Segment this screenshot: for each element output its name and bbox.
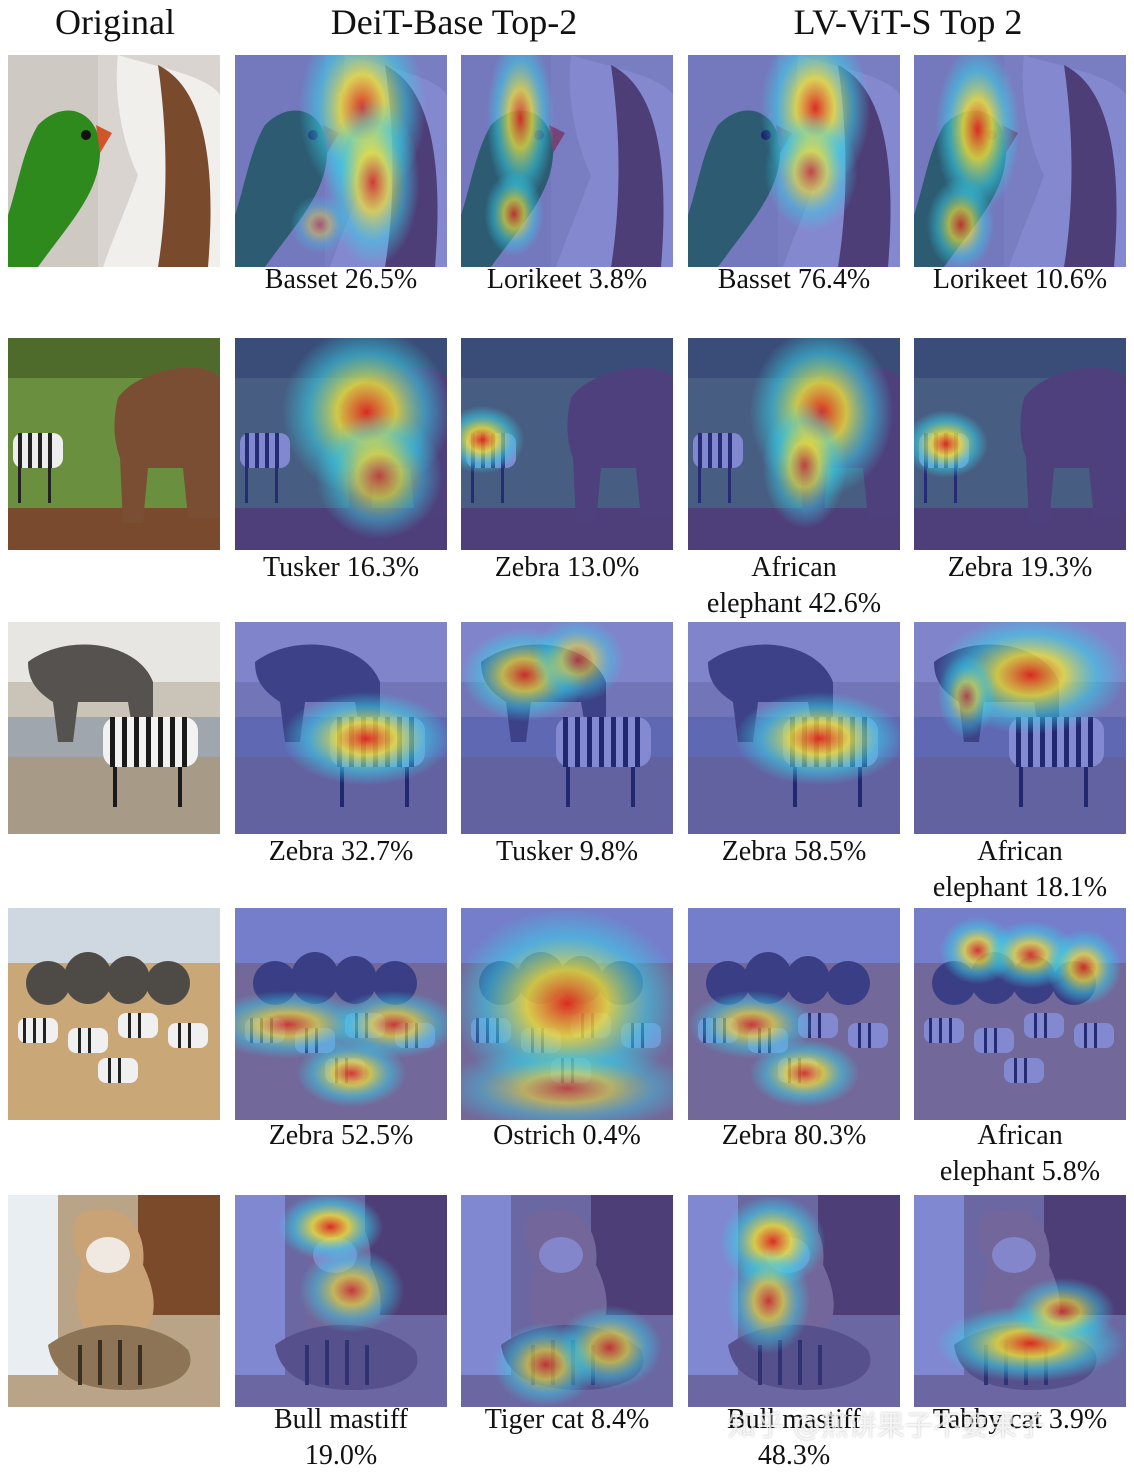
prediction-caption: Bull mastiff 19.0% — [273, 1404, 409, 1471]
prediction-caption: Zebra 80.3% — [721, 1120, 867, 1151]
header-original: Original — [55, 2, 175, 42]
deit-top1-heatmap — [235, 1195, 447, 1407]
original-image — [8, 908, 220, 1120]
deit-top1-heatmap — [235, 622, 447, 834]
prediction-caption: Tusker 9.8% — [495, 836, 639, 867]
prediction-caption: Ostrich 0.4% — [493, 1120, 641, 1151]
prediction-caption: Zebra 58.5% — [721, 836, 867, 867]
header-lv-vit: LV-ViT-S Top 2 — [793, 2, 1023, 42]
prediction-caption: Lorikeet 3.8% — [486, 264, 648, 295]
lvvit-top1-heatmap — [688, 622, 900, 834]
prediction-caption: Basset 76.4% — [717, 264, 871, 295]
original-image — [8, 1195, 220, 1407]
prediction-caption: African elephant 42.6% — [706, 552, 882, 619]
deit-top2-heatmap — [461, 622, 673, 834]
prediction-caption: Tiger cat 8.4% — [484, 1404, 650, 1435]
prediction-caption: African elephant 5.8% — [939, 1120, 1101, 1187]
lvvit-top1-heatmap — [688, 1195, 900, 1407]
deit-top2-heatmap — [461, 908, 673, 1120]
deit-top1-heatmap — [235, 338, 447, 550]
lvvit-top2-heatmap — [914, 908, 1126, 1120]
prediction-caption: Tabby cat 3.9% — [932, 1404, 1108, 1435]
lvvit-top1-heatmap — [688, 338, 900, 550]
deit-top2-heatmap — [461, 55, 673, 267]
original-image — [8, 622, 220, 834]
lvvit-top1-heatmap — [688, 55, 900, 267]
prediction-caption: Lorikeet 10.6% — [932, 264, 1108, 295]
original-image — [8, 338, 220, 550]
watermark: 知乎 @煎饼果子不要果子 — [728, 1409, 1045, 1442]
deit-top2-heatmap — [461, 1195, 673, 1407]
prediction-caption: Basset 26.5% — [264, 264, 418, 295]
prediction-caption: African elephant 18.1% — [932, 836, 1108, 903]
lvvit-top1-heatmap — [688, 908, 900, 1120]
prediction-caption: Zebra 13.0% — [494, 552, 640, 583]
header-deit-base: DeiT-Base Top-2 — [330, 2, 578, 42]
lvvit-top2-heatmap — [914, 622, 1126, 834]
prediction-caption: Zebra 52.5% — [268, 1120, 414, 1151]
deit-top1-heatmap — [235, 908, 447, 1120]
prediction-caption: Zebra 19.3% — [947, 552, 1093, 583]
deit-top2-heatmap — [461, 338, 673, 550]
prediction-caption: Tusker 16.3% — [262, 552, 420, 583]
deit-top1-heatmap — [235, 55, 447, 267]
prediction-caption: Bull mastiff 48.3% — [726, 1404, 862, 1471]
lvvit-top2-heatmap — [914, 55, 1126, 267]
lvvit-top2-heatmap — [914, 1195, 1126, 1407]
original-image — [8, 55, 220, 267]
lvvit-top2-heatmap — [914, 338, 1126, 550]
prediction-caption: Zebra 32.7% — [268, 836, 414, 867]
